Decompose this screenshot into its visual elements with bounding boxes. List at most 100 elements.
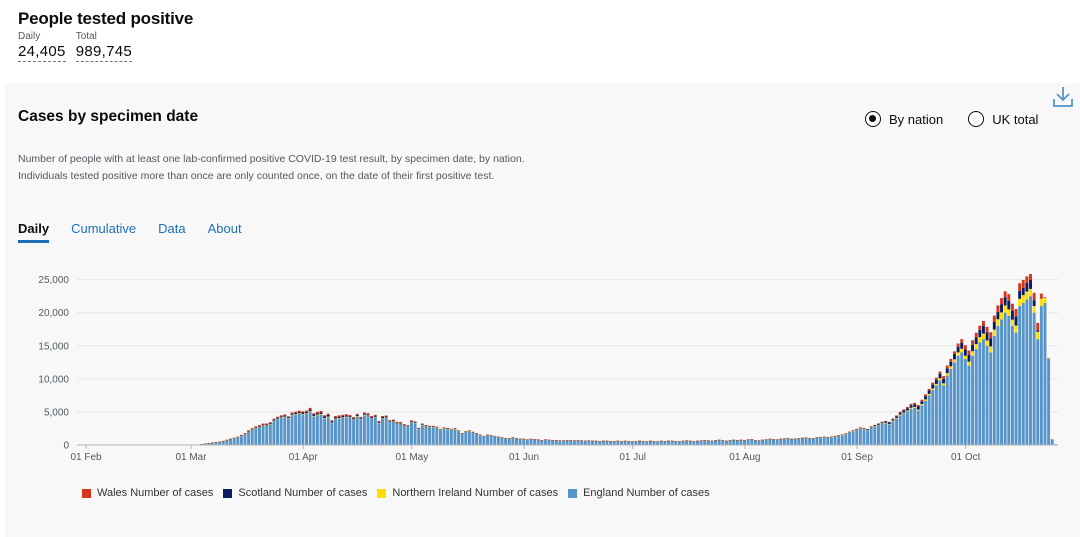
bar-england[interactable] — [808, 438, 812, 445]
bar-wales[interactable] — [1007, 294, 1011, 301]
bar-england[interactable] — [924, 400, 927, 445]
bar-scotland[interactable] — [1021, 287, 1025, 296]
bar-ni[interactable] — [319, 413, 323, 415]
bar-ni[interactable] — [1010, 319, 1014, 326]
bar-wales[interactable] — [381, 415, 384, 418]
bar-scotland[interactable] — [945, 368, 949, 374]
bar-scotland[interactable] — [1007, 300, 1011, 310]
bar-wales[interactable] — [880, 421, 884, 423]
bar-ni[interactable] — [308, 411, 312, 412]
bar-scotland[interactable] — [254, 427, 258, 429]
bar-england[interactable] — [540, 440, 544, 445]
bar-england[interactable] — [395, 423, 399, 445]
bar-wales[interactable] — [967, 350, 971, 355]
bar-scotland[interactable] — [258, 426, 261, 427]
bar-england[interactable] — [449, 429, 453, 445]
bar-england[interactable] — [764, 439, 768, 445]
bar-england[interactable] — [985, 345, 989, 445]
bar-wales[interactable] — [1039, 293, 1043, 299]
bar-ni[interactable] — [1032, 306, 1036, 313]
bar-england[interactable] — [714, 440, 718, 445]
bar-scotland[interactable] — [402, 424, 406, 426]
bar-england[interactable] — [326, 417, 330, 445]
bar-england[interactable] — [272, 421, 276, 445]
bar-england[interactable] — [717, 440, 721, 445]
bar-scotland[interactable] — [916, 406, 920, 410]
bar-scotland[interactable] — [279, 416, 283, 418]
bar-ni[interactable] — [905, 410, 909, 412]
bar-england[interactable] — [710, 441, 714, 445]
bar-england[interactable] — [811, 438, 815, 445]
bar-wales[interactable] — [236, 436, 240, 438]
bar-wales[interactable] — [388, 420, 392, 421]
bar-england[interactable] — [866, 430, 870, 445]
bar-england[interactable] — [931, 390, 935, 445]
bar-england[interactable] — [587, 440, 591, 445]
bar-england[interactable] — [435, 427, 439, 445]
bar-wales[interactable] — [1018, 283, 1022, 291]
bar-england[interactable] — [706, 440, 710, 445]
bar-england[interactable] — [978, 342, 982, 445]
bar-wales[interactable] — [283, 414, 287, 416]
bar-wales[interactable] — [265, 423, 269, 425]
radio-by-nation[interactable]: By nation — [865, 111, 943, 127]
bar-england[interactable] — [851, 431, 855, 445]
bar-ni[interactable] — [1047, 358, 1051, 359]
tab-about[interactable]: About — [207, 221, 242, 236]
bar-ni[interactable] — [985, 340, 989, 346]
bar-scotland[interactable] — [880, 422, 884, 424]
bar-scotland[interactable] — [348, 416, 352, 418]
bar-england[interactable] — [305, 413, 308, 445]
bar-england[interactable] — [942, 385, 946, 445]
bar-wales[interactable] — [290, 412, 294, 414]
bar-ni[interactable] — [1003, 305, 1007, 313]
bar-scotland[interactable] — [1018, 290, 1022, 299]
bar-england[interactable] — [833, 436, 837, 445]
bar-england[interactable] — [699, 440, 703, 445]
bar-england[interactable] — [619, 441, 623, 445]
bar-scotland[interactable] — [902, 410, 906, 413]
bar-ni[interactable] — [1039, 298, 1043, 307]
bar-wales[interactable] — [250, 428, 254, 429]
bar-scotland[interactable] — [967, 354, 971, 362]
bar-england[interactable] — [953, 362, 956, 445]
bar-england[interactable] — [1018, 306, 1022, 445]
bar-england[interactable] — [1021, 302, 1025, 445]
bar-england[interactable] — [797, 438, 801, 445]
bar-england[interactable] — [1039, 306, 1043, 445]
bar-england[interactable] — [268, 424, 272, 445]
download-button[interactable] — [1052, 85, 1074, 109]
bar-england[interactable] — [261, 425, 265, 445]
bar-england[interactable] — [960, 352, 964, 445]
bar-scotland[interactable] — [268, 423, 272, 425]
bar-ni[interactable] — [967, 361, 971, 366]
bar-england[interactable] — [402, 425, 406, 445]
bar-wales[interactable] — [258, 425, 261, 427]
bar-wales[interactable] — [945, 365, 949, 369]
bar-wales[interactable] — [960, 339, 964, 343]
bar-wales[interactable] — [992, 315, 996, 322]
bar-england[interactable] — [417, 429, 421, 445]
bar-scotland[interactable] — [312, 414, 316, 416]
bar-england[interactable] — [688, 441, 692, 445]
bar-england[interactable] — [1003, 312, 1007, 445]
bar-scotland[interactable] — [996, 312, 1000, 320]
bar-scotland[interactable] — [362, 413, 366, 415]
bar-ni[interactable] — [956, 352, 960, 356]
bar-england[interactable] — [323, 418, 327, 445]
bar-wales[interactable] — [989, 332, 993, 339]
bar-england[interactable] — [822, 437, 826, 445]
bar-england[interactable] — [638, 441, 642, 445]
bar-england[interactable] — [507, 438, 511, 445]
bar-ni[interactable] — [1000, 312, 1003, 320]
bar-england[interactable] — [609, 441, 613, 445]
bar-ni[interactable] — [283, 416, 287, 418]
bar-ni[interactable] — [1025, 291, 1029, 300]
bar-england[interactable] — [772, 439, 775, 445]
bar-scotland[interactable] — [858, 427, 862, 429]
bar-wales[interactable] — [384, 415, 388, 417]
bar-ni[interactable] — [992, 329, 996, 336]
bar-england[interactable] — [438, 429, 442, 445]
bar-scotland[interactable] — [869, 426, 873, 428]
bar-england[interactable] — [424, 426, 428, 445]
